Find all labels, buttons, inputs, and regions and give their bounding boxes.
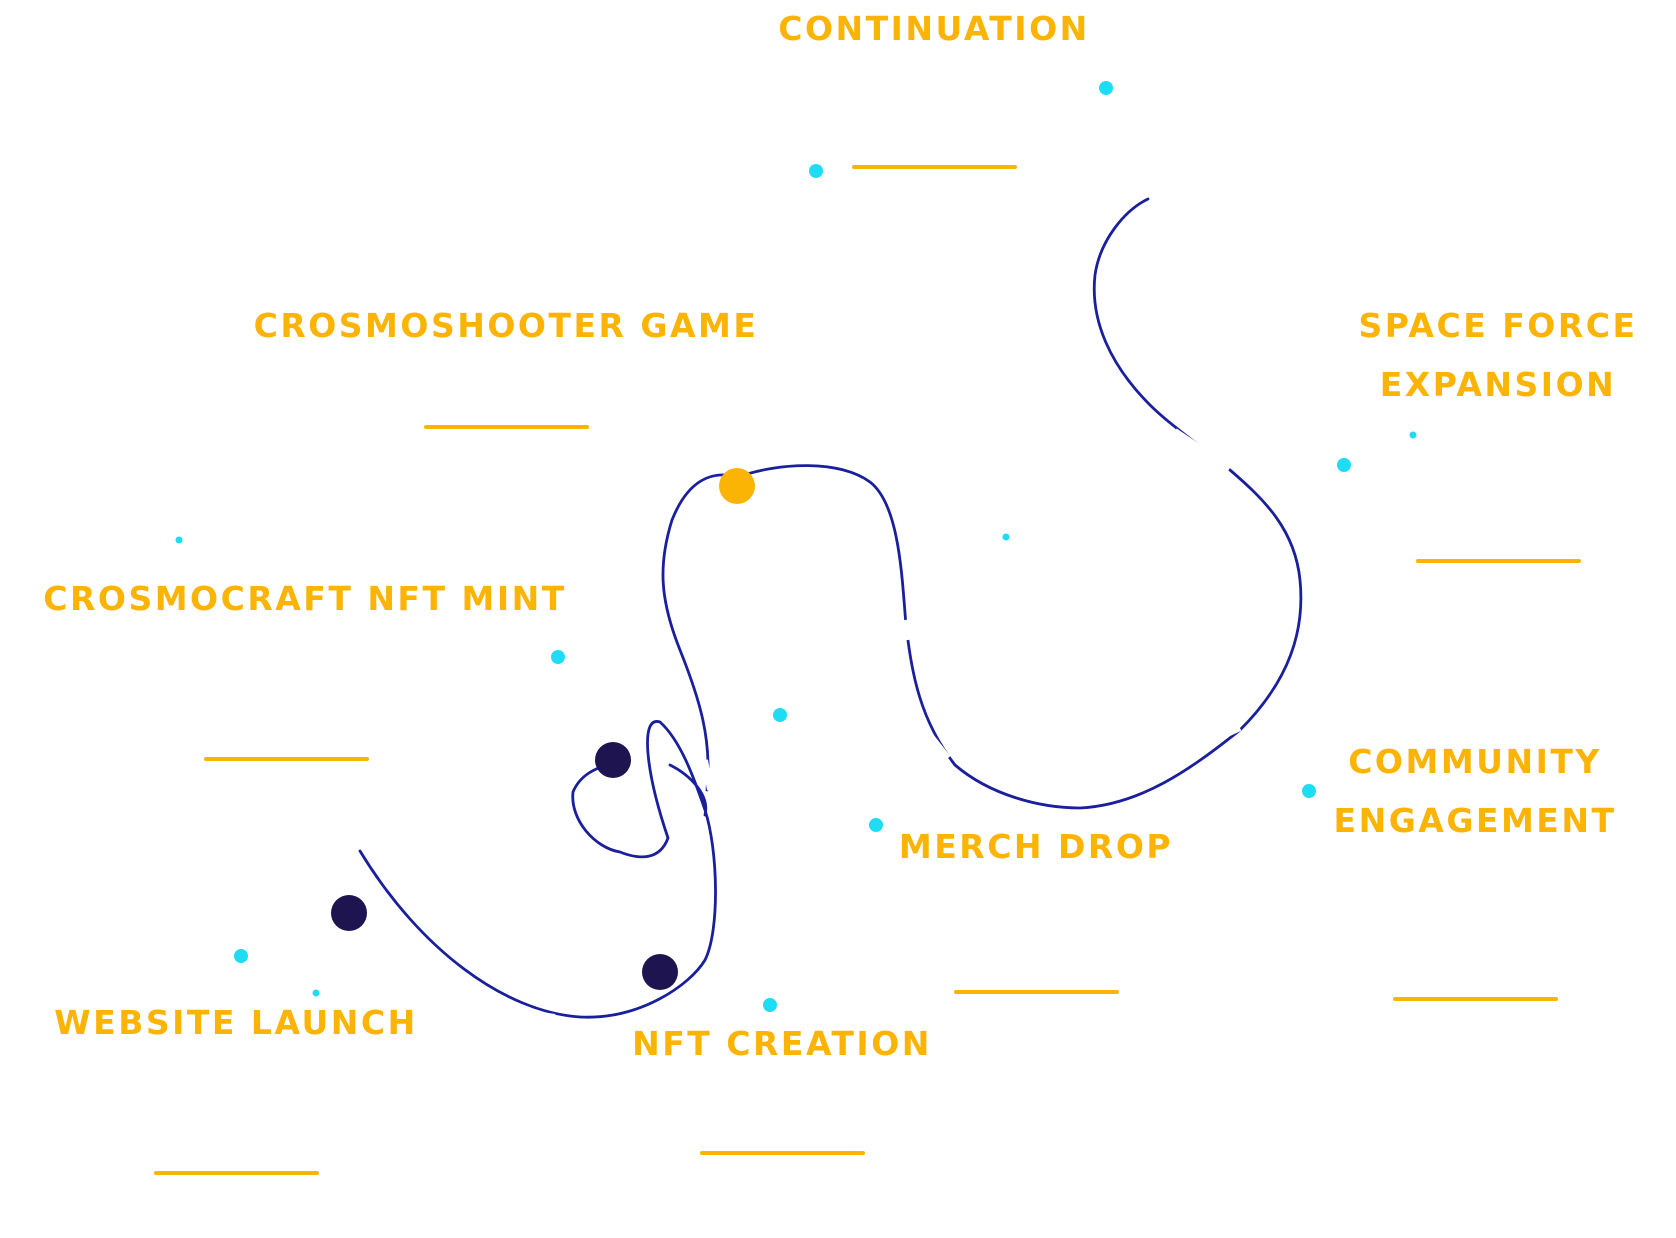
star-dot	[312, 989, 320, 997]
star-dot	[763, 998, 777, 1012]
label-crosmocraft-nft-mint: CROSMOCRAFT NFT MINT	[43, 579, 567, 618]
label-crosmoshooter-game: CROSMOSHOOTER GAME	[253, 306, 759, 345]
star-dot	[1002, 533, 1010, 541]
label-continuation: CONTINUATION	[778, 9, 1090, 48]
star-dot	[551, 650, 565, 664]
star-dot	[1099, 81, 1113, 95]
node-nft-creation	[642, 954, 678, 990]
label-merch-drop: MERCH DROP	[898, 827, 1174, 866]
label-community-engagement: COMMUNITY ENGAGEMENT	[1333, 742, 1617, 841]
underline-crosmocraft-nft-mint	[204, 757, 369, 761]
path-gaps	[539, 428, 1242, 1020]
star-dot	[234, 949, 248, 963]
label-website-launch: WEBSITE LAUNCH	[54, 1003, 418, 1042]
underline-continuation	[852, 165, 1017, 169]
underline-merch-drop	[954, 990, 1119, 994]
label-space-force-expansion: SPACE FORCE EXPANSION	[1358, 306, 1638, 405]
node-crosmocraft-nft-mint	[595, 742, 631, 778]
node-current-crosmoshooter	[719, 468, 755, 504]
node-website-launch	[331, 895, 367, 931]
star-dot	[869, 818, 883, 832]
roadmap-path	[358, 197, 1303, 1019]
underline-crosmoshooter-game	[424, 425, 589, 429]
star-dot	[809, 164, 823, 178]
underline-space-force-expansion	[1416, 559, 1581, 563]
star-dot	[1302, 784, 1316, 798]
star-dot	[1337, 458, 1351, 472]
label-nft-creation: NFT CREATION	[632, 1024, 932, 1063]
underline-nft-creation	[700, 1151, 865, 1155]
star-dot	[773, 708, 787, 722]
star-dots	[175, 81, 1417, 1012]
underline-website-launch	[154, 1171, 319, 1175]
underline-community-engagement	[1393, 997, 1558, 1001]
star-dot	[1409, 431, 1417, 439]
star-dot	[175, 536, 183, 544]
